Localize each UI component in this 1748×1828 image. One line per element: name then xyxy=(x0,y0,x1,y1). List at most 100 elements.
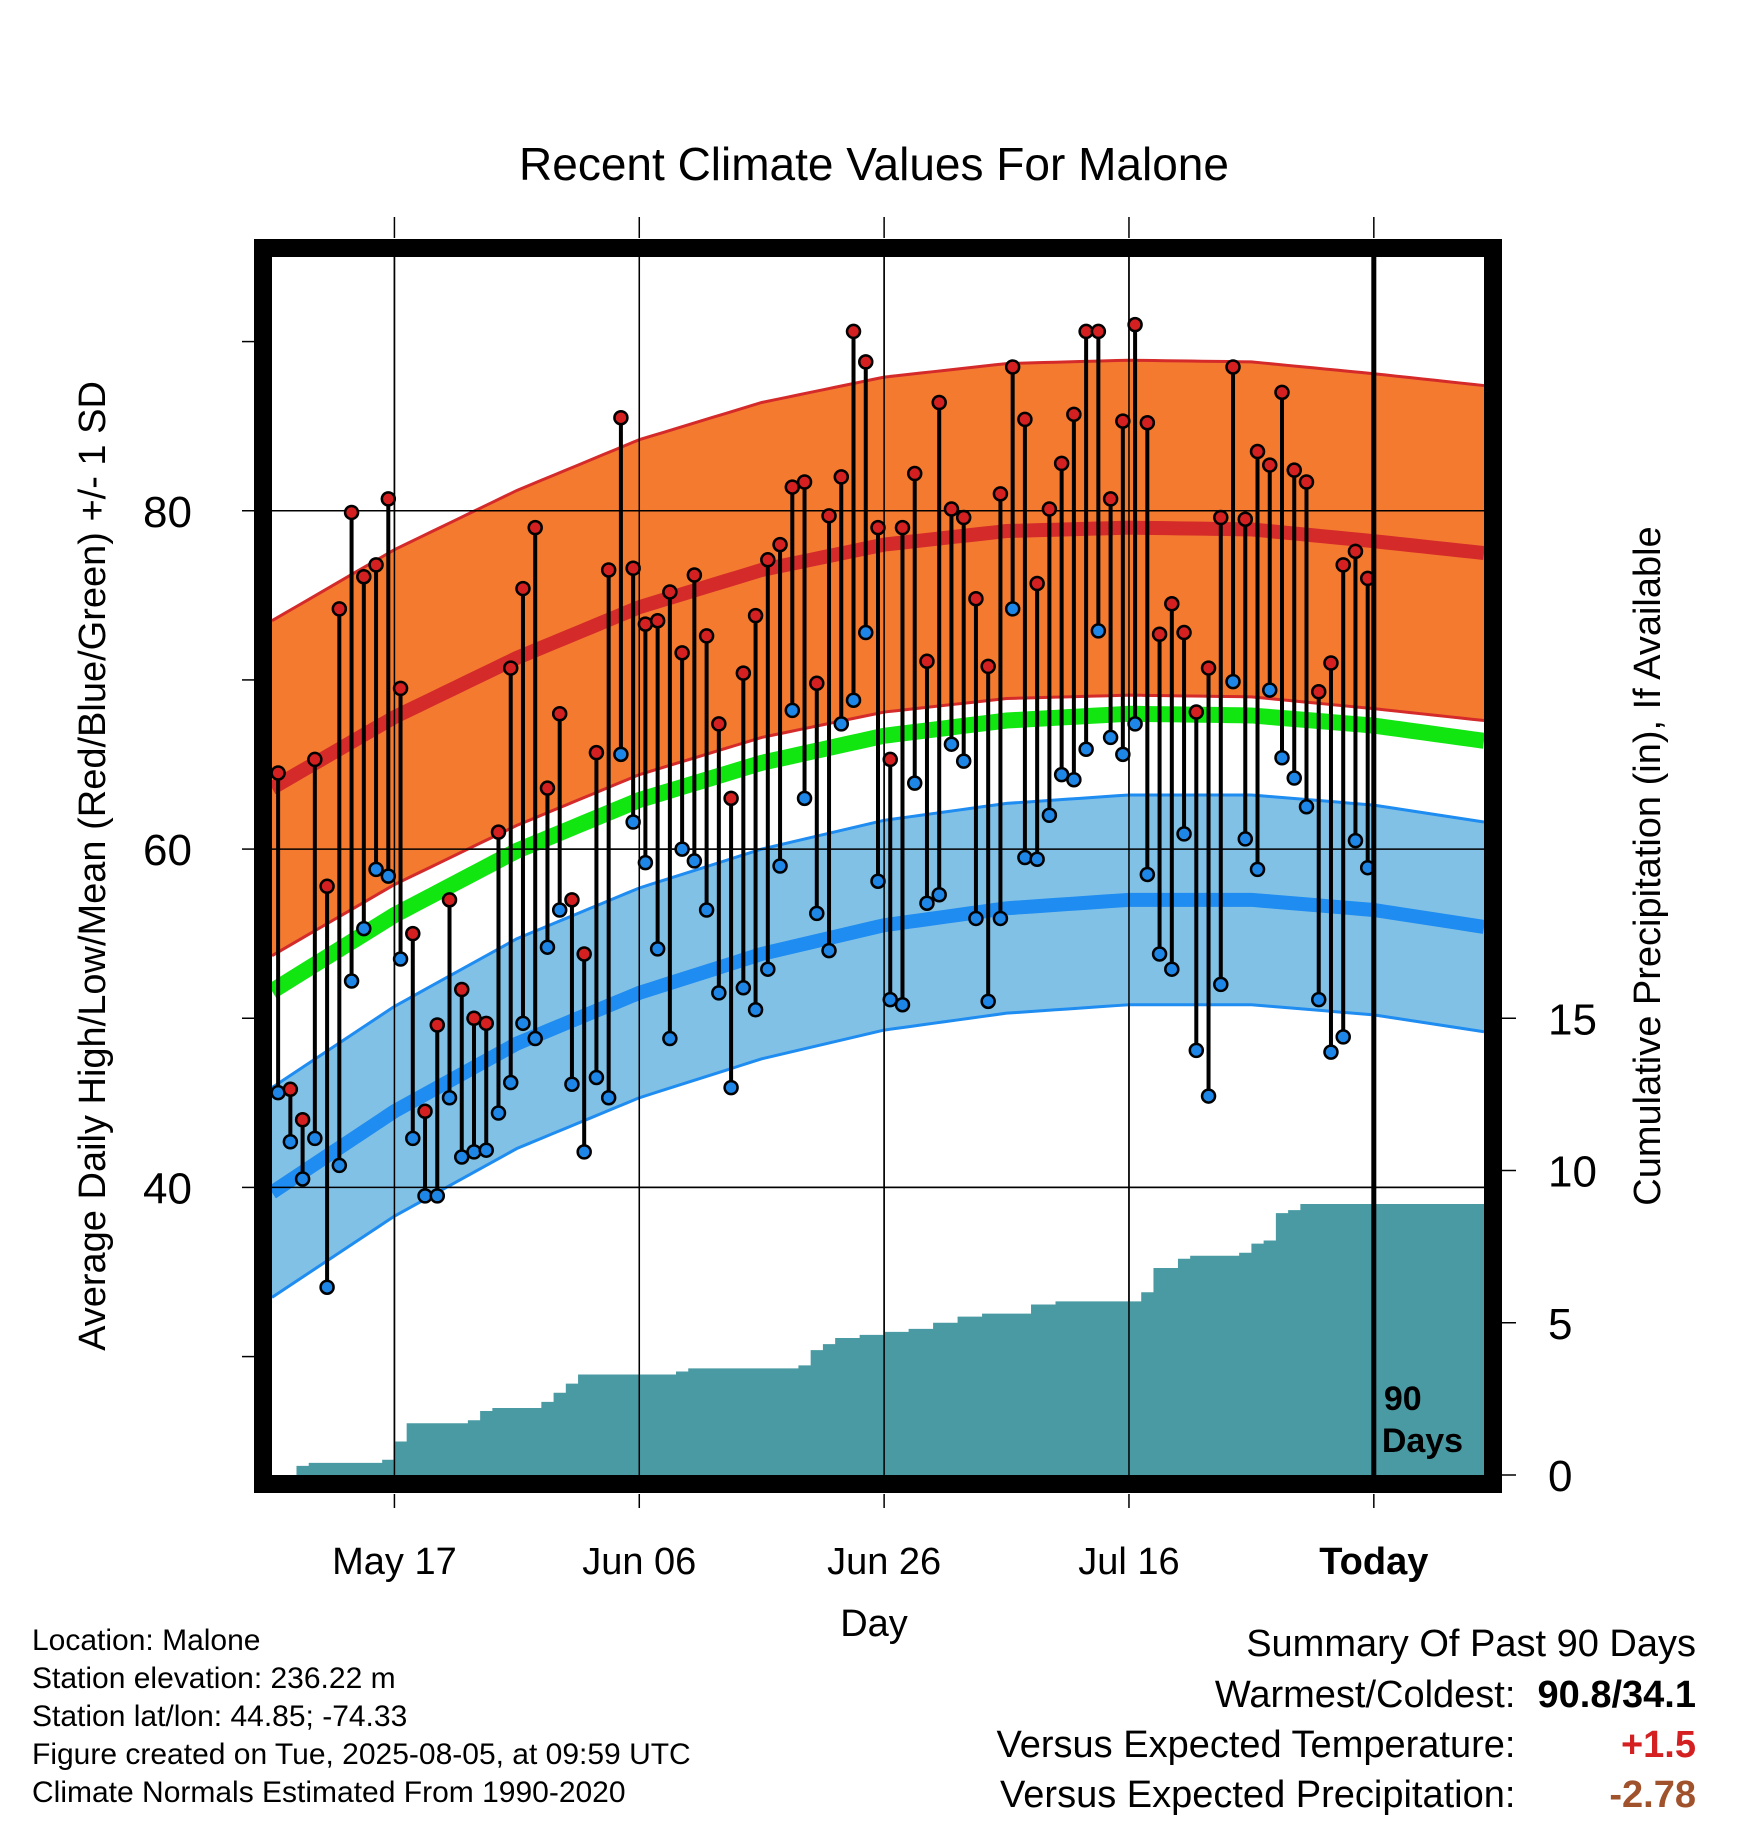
obs-low-point xyxy=(294,1171,311,1187)
obs-high-point xyxy=(931,394,947,411)
warmest-coldest-row: Warmest/Coldest: 90.8/34.1 xyxy=(997,1670,1696,1720)
obs-high-point xyxy=(1090,323,1107,340)
obs-low-point xyxy=(1017,849,1033,866)
obs-high-point xyxy=(454,981,470,998)
obs-low-point xyxy=(980,993,996,1010)
obs-low-point xyxy=(968,910,984,927)
obs-low-point xyxy=(368,861,384,878)
obs-high-point xyxy=(968,590,984,607)
low-sd-lower-line xyxy=(271,1003,1485,1299)
obs-high-point xyxy=(343,504,360,521)
obs-low-point xyxy=(502,1074,519,1091)
obs-low-point xyxy=(380,868,397,884)
obs-low-point xyxy=(760,961,776,977)
x-axis-label: Day xyxy=(840,1603,908,1645)
obs-high-point xyxy=(270,765,286,781)
obs-high-point xyxy=(1274,384,1290,401)
obs-high-point xyxy=(392,680,409,697)
obs-high-point xyxy=(576,946,592,962)
station-info: Location: Malone Station elevation: 236.… xyxy=(32,1622,691,1812)
obs-low-point xyxy=(637,854,654,871)
obs-high-point xyxy=(1151,626,1168,642)
obs-high-point xyxy=(539,780,556,796)
obs-low-point xyxy=(576,1144,592,1160)
obs-low-point xyxy=(527,1030,543,1047)
obs-low-point xyxy=(1115,746,1131,763)
plot-area xyxy=(267,257,1486,1475)
obs-low-point xyxy=(392,951,409,967)
obs-low-point xyxy=(796,790,813,807)
obs-high-point xyxy=(1041,501,1058,517)
y-tick-label: 80 xyxy=(143,488,192,537)
obs-high-point xyxy=(282,1081,299,1098)
precip-anomaly-row: Versus Expected Precipitation: -2.78 xyxy=(997,1770,1696,1820)
obs-high-point xyxy=(380,491,397,507)
obs-low-point xyxy=(1249,861,1266,878)
elevation-text: Station elevation: 236.22 m xyxy=(32,1662,396,1695)
obs-low-point xyxy=(1347,832,1364,849)
obs-high-point xyxy=(564,892,580,908)
temp-anomaly-value: +1.5 xyxy=(1620,1724,1696,1766)
obs-high-point xyxy=(980,658,996,675)
obs-high-point xyxy=(637,616,654,632)
obs-high-point xyxy=(1262,457,1278,473)
obs-low-point xyxy=(919,895,935,911)
obs-low-point xyxy=(662,1030,678,1047)
obs-high-point xyxy=(1323,655,1339,671)
obs-low-point xyxy=(1237,831,1254,847)
obs-high-point xyxy=(1029,575,1045,592)
obs-low-point xyxy=(307,1130,323,1147)
obs-low-point xyxy=(723,1079,739,1096)
obs-low-point xyxy=(1139,866,1156,883)
obs-low-point xyxy=(1102,729,1119,746)
obs-low-point xyxy=(1200,1088,1217,1104)
obs-low-point xyxy=(1335,1029,1351,1045)
obs-high-point xyxy=(429,1017,446,1033)
precipitation-fill xyxy=(272,1203,1484,1475)
precip-anomaly-label: Versus Expected Precipitation: xyxy=(1000,1774,1516,1816)
obs-high-point xyxy=(1053,455,1070,472)
obs-low-point xyxy=(711,985,727,1001)
x-tick-label: Jun 06 xyxy=(582,1541,696,1583)
obs-high-point xyxy=(649,612,666,629)
obs-high-point xyxy=(955,509,972,526)
obs-low-point xyxy=(478,1142,494,1158)
obs-high-point xyxy=(858,354,874,370)
obs-high-point xyxy=(919,653,935,670)
obs-high-point xyxy=(992,486,1009,502)
obs-low-point xyxy=(1004,601,1021,617)
obs-high-point xyxy=(906,465,923,482)
obs-high-point xyxy=(1335,557,1351,573)
x-tick-label: Jun 26 xyxy=(827,1541,941,1583)
obs-high-point xyxy=(809,675,825,692)
warmest-coldest-label: Warmest/Coldest: xyxy=(1214,1674,1516,1716)
obs-high-point xyxy=(331,601,348,617)
obs-high-point xyxy=(294,1112,311,1128)
precipitation-area xyxy=(272,1203,1484,1475)
obs-low-point xyxy=(1151,946,1168,962)
obs-low-point xyxy=(1286,770,1302,786)
obs-high-point xyxy=(319,878,335,895)
obs-low-point xyxy=(845,692,862,708)
obs-low-point xyxy=(1176,826,1192,842)
obs-high-point xyxy=(307,751,323,768)
obs-high-point xyxy=(441,892,458,908)
y-tick-label: 40 xyxy=(143,1164,192,1213)
y2-tick-label: 5 xyxy=(1548,1300,1572,1349)
obs-high-point xyxy=(515,580,531,597)
warmest-coldest-value: 90.8/34.1 xyxy=(1537,1674,1696,1716)
obs-high-point xyxy=(1286,462,1302,478)
obs-low-point xyxy=(1029,851,1045,867)
obs-low-point xyxy=(490,1105,507,1121)
obs-low-point xyxy=(1164,961,1180,977)
obs-high-point xyxy=(527,519,543,536)
obs-low-point xyxy=(821,942,837,959)
obs-high-point xyxy=(502,660,519,676)
obs-high-point xyxy=(1004,359,1021,375)
obs-low-point xyxy=(833,716,850,732)
obs-high-point xyxy=(600,562,617,578)
obs-low-point xyxy=(1127,716,1143,732)
obs-high-point xyxy=(1066,406,1082,423)
obs-high-point xyxy=(1310,684,1327,700)
